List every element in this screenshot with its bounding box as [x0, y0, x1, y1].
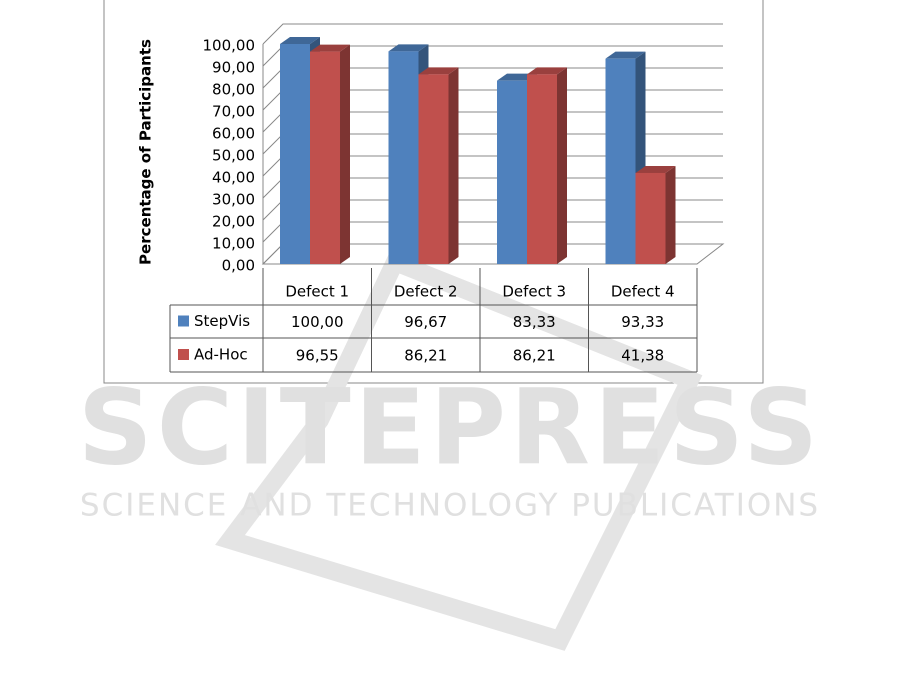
y-tick-label: 40,00: [212, 169, 255, 187]
watermark: SCITEPRESS SCIENCE AND TECHNOLOGY PUBLIC…: [78, 250, 822, 651]
x-tick-label: Defect 4: [611, 283, 675, 301]
bar-top: [388, 44, 429, 52]
bar-top: [605, 51, 646, 59]
data-label: 93,33: [621, 313, 664, 331]
watermark-subtitle: SCIENCE AND TECHNOLOGY PUBLICATIONS: [80, 488, 820, 524]
x-tick-label: Defect 3: [502, 283, 566, 301]
grid-line: [262, 23, 723, 45]
bar: [527, 67, 567, 264]
x-tick-label: Defect 1: [285, 283, 349, 301]
legend-swatch: [178, 349, 189, 360]
bar-front: [635, 172, 666, 264]
data-label: 86,21: [513, 347, 556, 365]
bar-top: [635, 165, 676, 173]
bar-front: [497, 80, 527, 264]
bar-front: [418, 74, 449, 264]
bar-side: [557, 67, 567, 264]
bar-top: [527, 67, 567, 75]
y-tick-label: 50,00: [212, 147, 255, 165]
y-tick-label: 20,00: [212, 213, 255, 231]
data-label: 96,55: [296, 347, 339, 365]
bar-top: [310, 44, 350, 52]
y-tick-label: 70,00: [212, 103, 255, 121]
bar-side: [665, 165, 676, 264]
watermark-title: SCITEPRESS: [78, 366, 822, 488]
y-tick-label: 90,00: [212, 59, 255, 77]
bar-side: [340, 44, 350, 265]
y-tick-label: 10,00: [212, 235, 255, 253]
bar-front: [605, 58, 636, 265]
bar-front: [388, 51, 419, 264]
bar-top: [418, 67, 459, 75]
data-label: 41,38: [621, 347, 664, 365]
y-tick-label: 30,00: [212, 191, 255, 209]
bar-front: [280, 44, 310, 264]
bar: [310, 44, 350, 265]
bar-front: [527, 74, 557, 264]
legend-label: StepVis: [194, 312, 250, 330]
data-label: 86,21: [404, 347, 447, 365]
data-label: 83,33: [513, 313, 556, 331]
watermark-shape: [215, 250, 703, 651]
bar-side: [448, 67, 459, 264]
y-tick-label: 80,00: [212, 81, 255, 99]
bar-front: [310, 51, 340, 265]
bar: [418, 67, 459, 264]
y-tick-label: 100,00: [203, 37, 256, 55]
legend-swatch: [178, 315, 189, 327]
y-tick-label: 60,00: [212, 125, 255, 143]
bar-top: [280, 37, 320, 44]
legend-label: Ad-Hoc: [194, 346, 248, 364]
y-tick-label: 0,00: [222, 257, 255, 275]
x-tick-label: Defect 2: [394, 283, 458, 301]
data-label: 96,67: [404, 313, 447, 331]
y-axis-label: Percentage of Participants: [137, 39, 155, 265]
data-label: 100,00: [291, 313, 344, 331]
bar: [635, 165, 676, 264]
